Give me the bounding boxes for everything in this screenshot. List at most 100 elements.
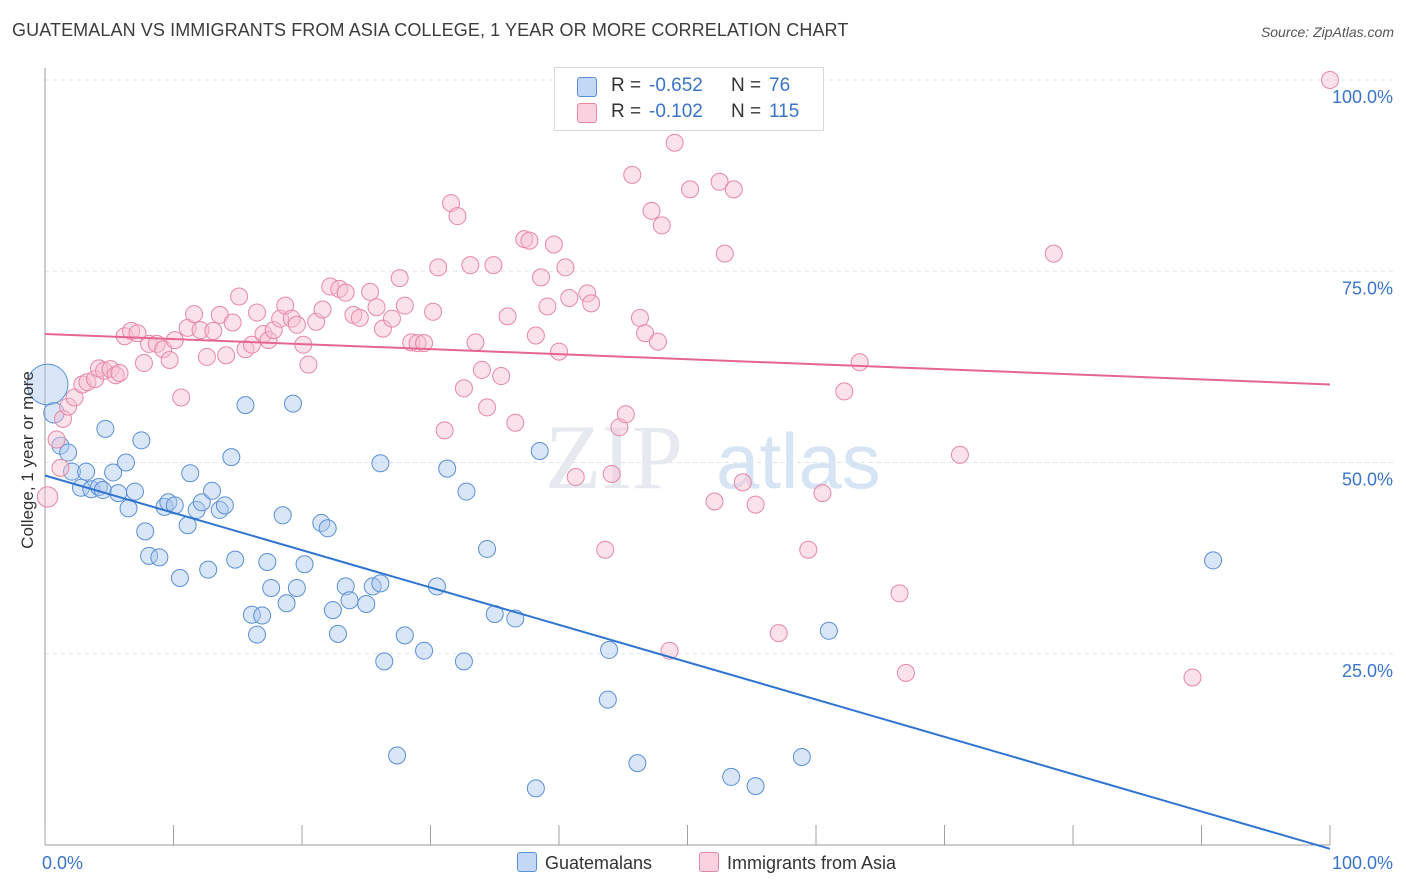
guatemalans-point [1204,551,1223,570]
watermark-zip: ZIP [545,406,683,508]
guatemalans-point [457,482,476,501]
immigrants-asia-point [1183,668,1202,687]
guatemalans-point [375,652,394,671]
immigrants-asia-point [230,287,249,306]
immigrants-asia-point [799,540,818,559]
y-tick-label: 50.0% [1342,470,1393,490]
guatemalans-point [203,481,222,500]
x-tick-label: 100.0% [1332,853,1393,873]
guatemalans-point [438,459,457,478]
guatemalans-point [242,605,261,624]
immigrants-asia-point [538,297,557,316]
r-label: R = [611,101,642,122]
y-tick-label: 100.0% [1332,87,1393,107]
guatemalans-point [323,601,342,620]
n-value: 76 [769,75,791,96]
guatemalans-point [284,394,303,413]
immigrants-asia-point [395,296,414,315]
immigrants-asia-point [850,353,869,372]
immigrants-asia-point [259,331,278,350]
guatemalans-point [746,777,765,796]
y-tick-label: 75.0% [1342,278,1393,298]
pink-swatch [577,103,597,123]
guatemalans-trend-line [44,474,1331,850]
tick-labels: 25.0% 50.0% 75.0% 100.0% 0.0% 100.0% [42,87,1393,873]
immigrants-asia-point [478,398,497,417]
guatemalans-point [62,462,81,481]
immigrants-asia-point [544,235,563,254]
immigrants-asia-point [242,335,261,354]
immigrants-asia-point [429,258,448,277]
legend-label: Guatemalans [545,853,653,873]
immigrants-asia-point [282,309,301,328]
immigrants-asia-point [498,307,517,326]
immigrants-asia-point [299,355,318,374]
legend-swatch-pink [699,852,719,872]
immigrants-asia-point [705,492,724,511]
source-label: Source: ZipAtlas.com [1260,24,1394,40]
r-value: -0.102 [649,101,703,122]
immigrants-asia-point [191,321,210,340]
immigrants-asia-point [520,231,539,250]
guatemalans-point [371,454,390,473]
immigrants-asia-point [578,284,597,303]
r-label: R = [611,75,642,96]
immigrants-asia-point [361,282,380,301]
guatemalans-point [258,552,277,571]
guatemalans-point [328,624,347,643]
guatemalans-point [43,402,65,424]
guatemalans-point [170,569,189,588]
guatemalans-point [104,463,123,482]
immigrants-asia-point [140,334,159,353]
immigrants-asia-point [769,624,788,643]
immigrants-asia-point [223,313,242,332]
legend-item-immigrants-asia: Immigrants from Asia [699,852,896,874]
n-label: N = [731,75,762,96]
immigrants-asia-point [623,165,642,184]
immigrants-asia-point [236,340,255,359]
immigrants-asia-point [185,305,204,324]
guatemalans-point [96,419,115,438]
guatemalans-point [318,519,337,538]
guatemalans-point [192,493,211,512]
guatemalans-point [526,779,545,798]
y-tick-label: 25.0% [1342,661,1393,681]
watermark-atlas: atlas [716,417,881,505]
immigrants-asia-point [390,269,409,288]
immigrants-asia-point [636,324,655,343]
immigrants-asia-point [665,133,684,152]
immigrants-asia-point [506,413,525,432]
grid [45,79,1395,655]
guatemalans-point [262,578,281,597]
immigrants-asia-point [610,418,629,437]
immigrants-asia-point [95,361,114,380]
immigrants-asia-point [313,300,332,319]
guatemalans-point [136,522,155,541]
stats-row-guatemalans: R = -0.652 N = 76 [555,75,823,99]
immigrants-asia-point [435,421,454,440]
immigrants-asia-point [461,256,480,275]
guatemalans-point [199,560,218,579]
guatemalans-point [253,606,272,625]
guatemalans-point [116,453,135,472]
guatemalans-point [336,577,355,596]
guatemalans-point [478,539,497,558]
immigrants-asia-point [1044,244,1063,263]
legend-item-guatemalans: Guatemalans [517,852,652,874]
immigrants-asia-point [715,244,734,263]
guatemalans-point [236,396,255,415]
guatemalans-point [427,577,446,596]
guatemalans-point [600,640,619,659]
guatemalans-point [628,754,647,773]
guatemalans-point [792,748,811,767]
guatemalans-point [59,443,78,462]
stats-row-immigrants-asia: R = -0.102 N = 115 [555,101,823,125]
immigrants-asia-point [172,388,191,407]
guatemalans-point [77,462,96,481]
guatemalans-point [181,464,200,483]
immigrants-asia-point [382,309,401,328]
immigrants-asia-point [336,283,355,302]
chart-title: GUATEMALAN VS IMMIGRANTS FROM ASIA COLLE… [12,20,849,40]
immigrants-asia-point [350,308,369,327]
